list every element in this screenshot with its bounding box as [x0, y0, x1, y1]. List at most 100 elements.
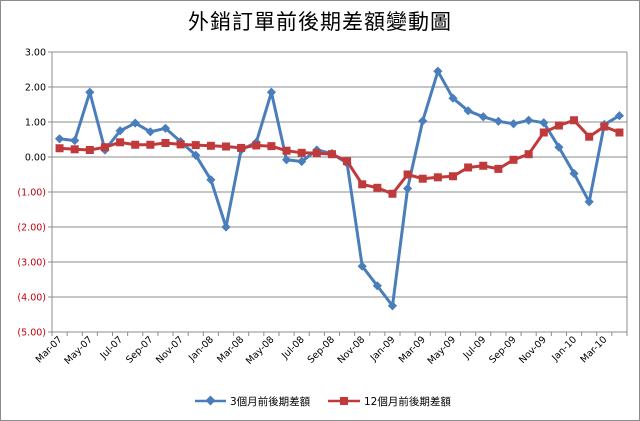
y-tick-label: 3.00 — [25, 48, 46, 59]
data-point — [357, 261, 367, 271]
data-point — [282, 146, 291, 155]
data-point — [570, 116, 579, 125]
data-point — [100, 143, 109, 152]
data-point — [252, 141, 261, 150]
x-tick-label: Sep-08 — [306, 334, 337, 365]
data-point — [85, 87, 95, 97]
y-tick-label: (4.00) — [17, 293, 46, 304]
x-tick-label: Mar-07 — [34, 334, 65, 365]
y-tick-label: 1.00 — [25, 118, 46, 129]
data-point — [433, 66, 443, 76]
data-point — [418, 116, 428, 126]
data-point — [494, 164, 503, 173]
data-point — [448, 172, 457, 181]
data-point — [464, 163, 473, 172]
data-point — [70, 145, 79, 154]
chart-title: 外銷訂單前後期差額變動圖 — [188, 10, 452, 34]
y-tick-label: 2.00 — [25, 83, 46, 94]
x-tick-label: Jan-09 — [368, 334, 398, 364]
data-point — [222, 142, 231, 151]
data-point — [448, 93, 458, 103]
data-point — [116, 138, 125, 147]
data-point — [115, 126, 125, 136]
x-tick-label: Sep-09 — [487, 334, 518, 365]
x-tick-label: Jul-07 — [98, 334, 126, 362]
data-point — [160, 123, 171, 133]
data-point — [176, 140, 185, 149]
data-point — [161, 139, 170, 147]
data-point — [281, 155, 292, 165]
data-point — [267, 142, 276, 151]
data-point — [600, 122, 609, 131]
grid-lines — [52, 51, 627, 333]
data-point — [221, 222, 231, 232]
data-point — [191, 141, 200, 150]
data-point — [343, 157, 352, 166]
axes — [48, 51, 628, 336]
series-line-0 — [59, 69, 621, 308]
data-point — [478, 112, 488, 122]
x-tick-label: Nov-08 — [336, 334, 368, 366]
y-tick-label: (1.00) — [17, 188, 46, 199]
data-point — [524, 115, 534, 125]
data-point — [493, 116, 503, 126]
legend-label-12m: 12個月前後期差額 — [364, 395, 451, 408]
x-tick-label: Jul-08 — [279, 334, 307, 362]
data-point — [70, 135, 80, 146]
data-point — [403, 170, 412, 179]
x-tick-label: Jul-09 — [461, 334, 489, 362]
data-point — [584, 197, 594, 207]
data-point — [312, 149, 321, 158]
data-point — [266, 87, 277, 97]
data-point — [402, 183, 413, 194]
series-plot — [54, 66, 625, 311]
data-point — [433, 173, 442, 182]
data-point — [327, 150, 336, 159]
data-point — [206, 175, 216, 185]
data-point — [418, 174, 427, 183]
data-point — [524, 150, 533, 159]
data-point — [554, 142, 564, 152]
data-point — [297, 156, 307, 167]
data-point — [85, 146, 94, 154]
data-point — [554, 121, 563, 130]
x-tick-label: Nov-09 — [517, 334, 549, 366]
x-tick-label: May-08 — [244, 334, 277, 367]
data-point — [463, 106, 473, 116]
data-point — [387, 301, 398, 311]
data-point — [146, 140, 155, 149]
data-point — [372, 281, 382, 291]
data-point — [191, 150, 201, 160]
data-point — [206, 141, 215, 150]
data-point — [358, 180, 367, 189]
data-point — [615, 128, 624, 137]
legend-marker-3m — [205, 395, 216, 406]
data-point — [585, 132, 594, 141]
data-point — [131, 140, 140, 149]
legend: 3個月前後期差額 12個月前後期差額 — [195, 395, 451, 408]
data-point — [508, 119, 519, 129]
data-point — [373, 183, 382, 192]
x-tick-label: Mar-08 — [215, 334, 246, 365]
y-tick-label: (5.00) — [17, 328, 46, 339]
data-point — [479, 161, 488, 170]
data-point — [388, 189, 397, 198]
data-point — [54, 134, 65, 144]
x-tick-label: Mar-09 — [397, 334, 428, 365]
data-point — [539, 118, 549, 128]
legend-label-3m: 3個月前後期差額 — [230, 395, 311, 408]
x-tick-label: Sep-07 — [124, 334, 155, 365]
x-tick-label: May-09 — [426, 334, 459, 367]
data-point — [509, 155, 518, 164]
y-tick-label: 0.00 — [25, 153, 46, 164]
legend-marker-12m — [340, 397, 348, 405]
data-point — [237, 143, 246, 152]
data-point — [145, 127, 155, 137]
x-tick-label: Jan-10 — [549, 334, 579, 364]
x-tick-label: Jan-08 — [186, 334, 216, 364]
y-tick-label: (3.00) — [17, 258, 46, 269]
y-tick-label: (2.00) — [17, 223, 46, 234]
y-axis-tick-labels: 3.00 2.00 1.00 0.00 (1.00) (2.00) (3.00) (4.00)… — [17, 48, 46, 339]
